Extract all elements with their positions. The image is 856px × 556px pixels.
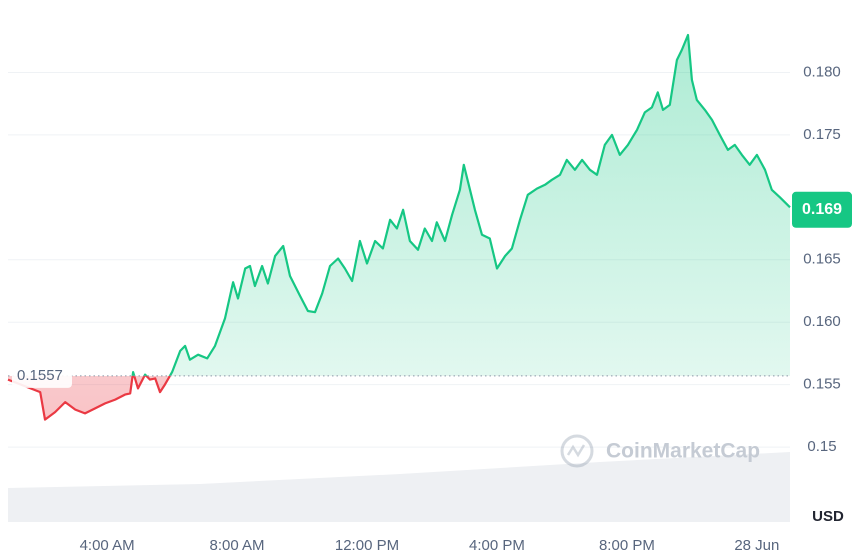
y-tick-label: 0.160 xyxy=(803,313,841,330)
area-down xyxy=(8,375,790,420)
watermark-logo xyxy=(560,434,594,468)
y-tick-label: 0.165 xyxy=(803,251,841,268)
current-price-label: 0.169 xyxy=(802,201,842,218)
baseline-label-box xyxy=(12,363,72,388)
x-tick-label: 4:00 PM xyxy=(469,537,525,554)
plot: 0.1557 xyxy=(7,33,791,421)
x-tick-label: 4:00 AM xyxy=(80,537,135,554)
y-tick-label: 0.155 xyxy=(803,376,841,393)
x-tick-label: 8:00 AM xyxy=(210,537,265,554)
current-price-box xyxy=(792,191,852,228)
y-axis-label: USD xyxy=(812,508,844,525)
y-tick-label: 0.180 xyxy=(803,63,841,80)
price-line-down xyxy=(7,375,172,421)
x-tick-label: 28 Jun xyxy=(734,537,779,554)
baseline-label: 0.1557 xyxy=(17,367,63,384)
price-line-up xyxy=(131,33,791,376)
y-tick-label: 0.15 xyxy=(807,438,836,455)
x-tick-label: 8:00 PM xyxy=(599,537,655,554)
volume-area xyxy=(8,452,790,522)
axes: 0.180 0.175 0.165 0.160 0.155 0.15 4:00 AM 8:00… xyxy=(80,63,852,554)
watermark: CoinMarketCap xyxy=(606,440,760,463)
x-tick-label: 12:00 PM xyxy=(335,537,399,554)
y-tick-label: 0.175 xyxy=(803,126,841,143)
